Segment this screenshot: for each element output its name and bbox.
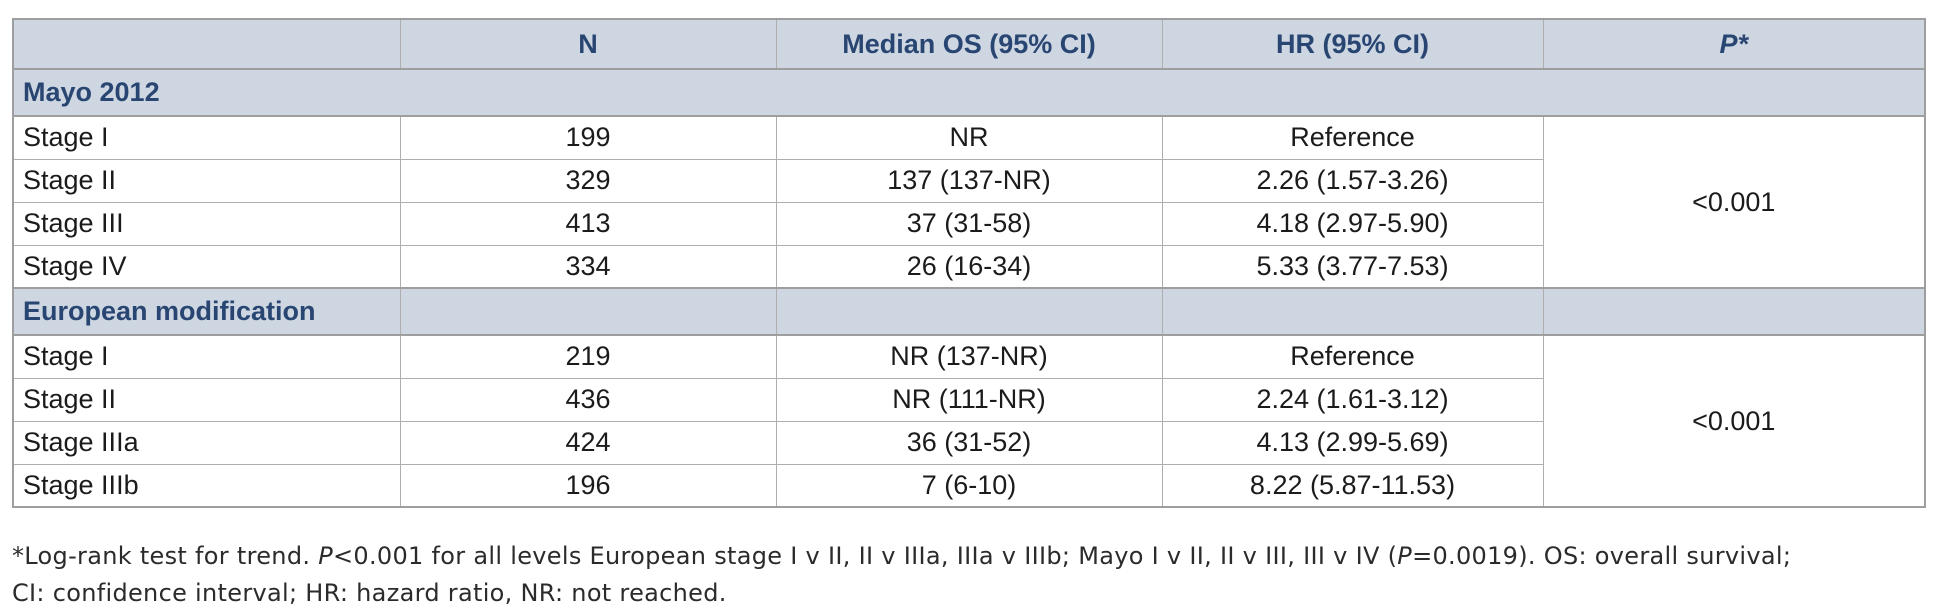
row-label: Stage III (12, 201, 401, 246)
cell-median-os: 7 (6-10) (775, 463, 1163, 508)
p-value-cell: <0.001 (1542, 334, 1926, 508)
cell-median-os: 36 (31-52) (775, 420, 1163, 465)
cell-n: 219 (399, 334, 777, 379)
row-label: Stage I (12, 115, 401, 160)
cell-hr: 2.24 (1.61-3.12) (1161, 377, 1544, 422)
table-row: Stage I 199 NR Reference <0.001 (12, 115, 1926, 289)
cell-hr: Reference (1161, 115, 1544, 160)
section-header-mayo-2012: Mayo 2012 (12, 68, 1926, 117)
footnote-text: =0.0019). OS: overall survival; (1412, 542, 1792, 570)
cell-hr: 8.22 (5.87-11.53) (1161, 463, 1544, 508)
footnote-text: <0.001 for all levels European stage I v… (333, 542, 1398, 570)
cell-median-os: NR (111-NR) (775, 377, 1163, 422)
staging-survival-table: N Median OS (95% CI) HR (95% CI) P* Mayo… (12, 18, 1926, 508)
row-label: Stage IIIa (12, 420, 401, 465)
row-label: Stage II (12, 377, 401, 422)
cell-median-os: 137 (137-NR) (775, 158, 1163, 203)
cell-median-os: NR (137-NR) (775, 334, 1163, 379)
table-row: Stage IV 334 26 (16-34) 5.33 (3.77-7.53) (12, 244, 1925, 289)
section-empty-cell (775, 287, 1163, 336)
table-row: Stage IIIb 196 7 (6-10) 8.22 (5.87-11.53… (12, 463, 1925, 508)
section-header-european-modification: European modification (12, 287, 1926, 336)
cell-n: 413 (399, 201, 777, 246)
cell-n: 329 (399, 158, 777, 203)
column-header-hr: HR (95% CI) (1161, 18, 1544, 70)
cell-n: 199 (399, 115, 777, 160)
footnote-text-line2: CI: confidence interval; HR: hazard rati… (12, 579, 727, 607)
cell-median-os: 37 (31-58) (775, 201, 1163, 246)
section-empty-cell (399, 287, 777, 336)
row-label: Stage II (12, 158, 401, 203)
table-row: Stage IIIa 424 36 (31-52) 4.13 (2.99-5.6… (12, 420, 1925, 465)
header-row: N Median OS (95% CI) HR (95% CI) P* (12, 18, 1926, 70)
cell-median-os: NR (775, 115, 1163, 160)
section-title: European modification (12, 287, 401, 336)
cell-hr: Reference (1161, 334, 1544, 379)
section-title: Mayo 2012 (12, 68, 1926, 117)
cell-hr: 4.18 (2.97-5.90) (1161, 201, 1544, 246)
cell-median-os: 26 (16-34) (775, 244, 1163, 289)
p-value-cell: <0.001 (1542, 115, 1926, 289)
cell-hr: 2.26 (1.57-3.26) (1161, 158, 1544, 203)
column-header-median-os: Median OS (95% CI) (775, 18, 1163, 70)
column-header-n: N (399, 18, 777, 70)
column-header-p: P* (1542, 18, 1926, 70)
cell-n: 424 (399, 420, 777, 465)
table-row: Stage I 219 NR (137-NR) Reference <0.001 (12, 334, 1926, 508)
footnote-italic-p: P (1397, 542, 1413, 570)
cell-n: 334 (399, 244, 777, 289)
cell-hr: 4.13 (2.99-5.69) (1161, 420, 1544, 465)
table-footnote: *Log-rank test for trend. P<0.001 for al… (12, 538, 1926, 609)
column-header-empty (12, 18, 401, 70)
section-empty-cell (1542, 287, 1926, 336)
cell-hr: 5.33 (3.77-7.53) (1161, 244, 1544, 289)
row-label: Stage IV (12, 244, 401, 289)
row-label: Stage I (12, 334, 401, 379)
cell-n: 436 (399, 377, 777, 422)
table-row: Stage II 436 NR (111-NR) 2.24 (1.61-3.12… (12, 377, 1925, 422)
section-empty-cell (1161, 287, 1544, 336)
cell-n: 196 (399, 463, 777, 508)
footnote-text: *Log-rank test for trend. (12, 542, 319, 570)
row-label: Stage IIIb (12, 463, 401, 508)
footnote-italic-p: P (318, 542, 333, 570)
